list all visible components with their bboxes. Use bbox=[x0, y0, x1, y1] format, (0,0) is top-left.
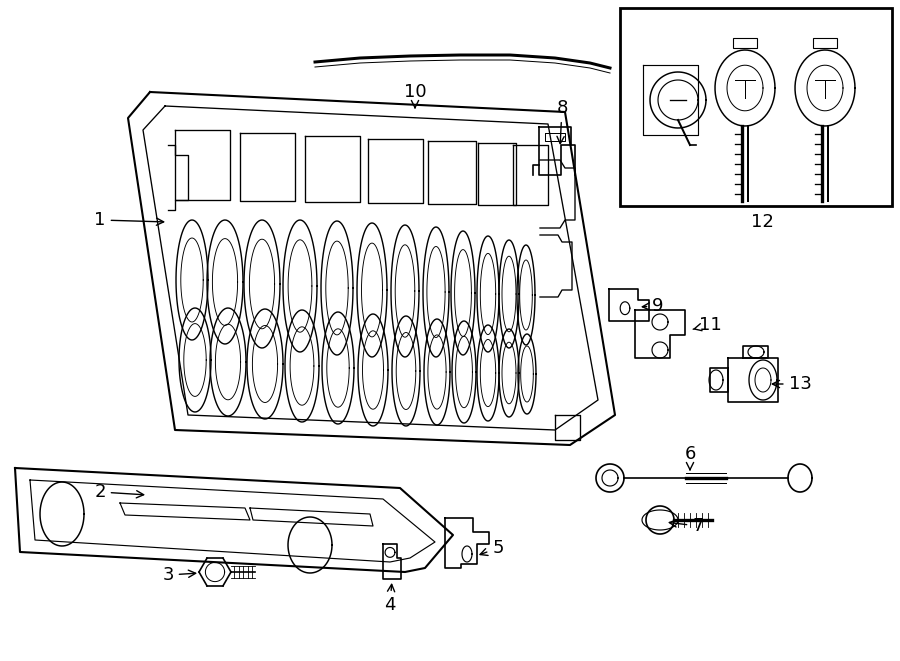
Text: 8: 8 bbox=[556, 99, 568, 143]
Text: 10: 10 bbox=[404, 83, 427, 108]
Bar bbox=[620, 8, 892, 206]
Bar bbox=[813, 38, 837, 48]
Text: 5: 5 bbox=[480, 539, 504, 557]
Text: 12: 12 bbox=[751, 213, 773, 231]
Text: 4: 4 bbox=[384, 584, 396, 614]
Text: 7: 7 bbox=[670, 517, 704, 535]
Bar bbox=[733, 38, 757, 48]
Text: 6: 6 bbox=[684, 445, 696, 470]
Text: 2: 2 bbox=[94, 483, 144, 501]
Text: 3: 3 bbox=[162, 566, 195, 584]
Text: 13: 13 bbox=[772, 375, 812, 393]
Text: 9: 9 bbox=[643, 297, 664, 315]
Text: 11: 11 bbox=[693, 316, 722, 334]
Text: 1: 1 bbox=[94, 211, 164, 229]
